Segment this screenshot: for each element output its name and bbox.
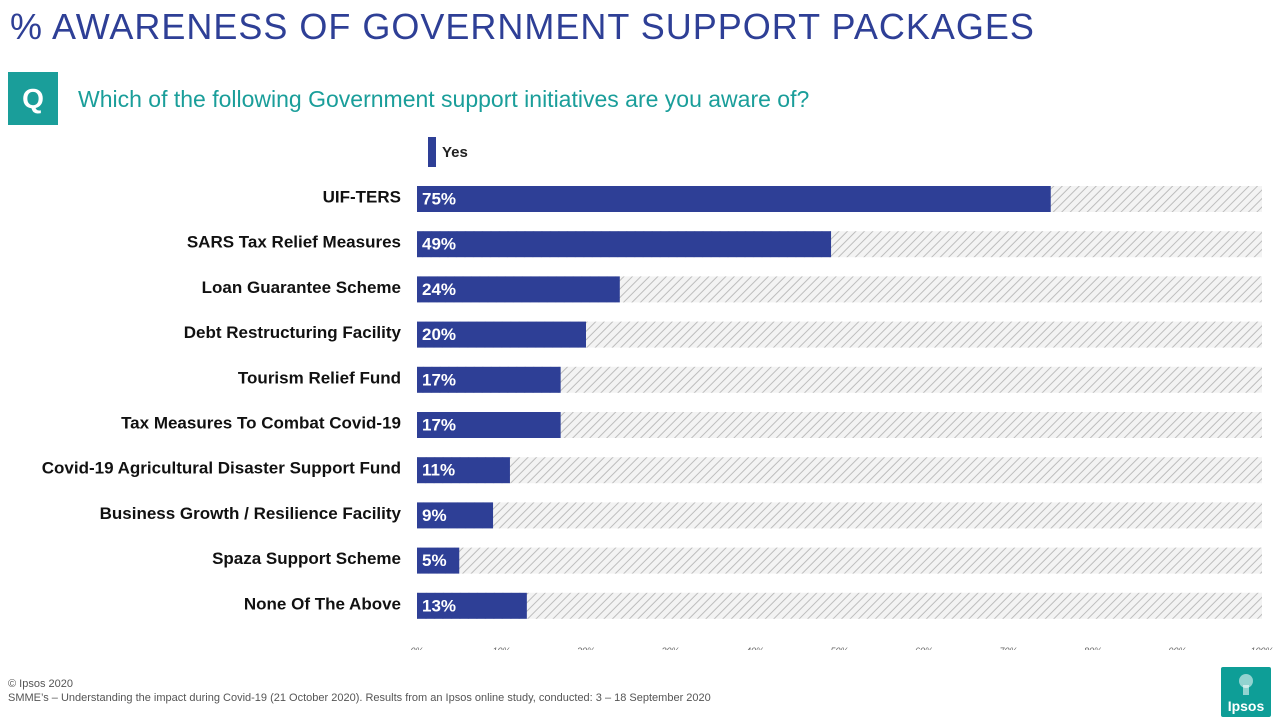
x-tick-label: 100% [1250, 646, 1273, 650]
bar-covid-19-agricultural-disaster-support-fund [417, 457, 510, 484]
chart-legend: Yes [428, 137, 468, 167]
x-tick-label: 10% [492, 646, 510, 650]
legend-swatch-yes [428, 137, 436, 167]
category-label-loan-guarantee-scheme: Loan Guarantee Scheme [202, 278, 401, 297]
x-tick-label: 20% [576, 646, 595, 650]
bar-debt-restructuring-facility [417, 321, 586, 348]
x-tick-label: 0% [410, 646, 423, 650]
bar-tax-measures-to-combat-covid-19 [417, 412, 561, 438]
category-label-uif-ters: UIF-TERS [323, 187, 401, 206]
bar-uif-ters [417, 186, 1051, 212]
x-tick-label: 60% [915, 646, 933, 650]
x-tick-label: 50% [830, 646, 848, 650]
awareness-bar-chart: UIF-TERS 75% SARS Tax Relief Measures 49% Lo… [42, 186, 1274, 650]
bar-spaza-support-scheme [417, 547, 460, 574]
data-label-uif-ters: 75% [422, 189, 456, 208]
question-badge: Q [8, 72, 58, 125]
data-label-covid-19-agricultural-disaster-support-fund: 11% [422, 461, 455, 480]
x-tick-label: 30% [661, 646, 679, 650]
bar-tourism-relief-fund [417, 366, 561, 393]
bar-none-of-the-above [417, 592, 527, 619]
x-tick-label: 40% [746, 646, 764, 650]
bar-business-growth-resilience-facility [417, 502, 494, 529]
logo-text: Ipsos [1227, 698, 1265, 714]
bar-background-none-of-the-above [417, 592, 1262, 619]
data-label-tax-measures-to-combat-covid-19: 17% [422, 415, 456, 434]
bar-background-spaza-support-scheme [417, 547, 1262, 574]
question-text: Which of the following Government suppor… [78, 86, 810, 112]
ipsos-logo: Ipsos [1221, 667, 1271, 717]
source-note: SMME’s – Understanding the impact during… [8, 692, 711, 704]
category-label-tax-measures-to-combat-covid-19: Tax Measures To Combat Covid-19 [121, 413, 401, 432]
category-label-debt-restructuring-facility: Debt Restructuring Facility [184, 323, 402, 342]
x-tick-label: 70% [999, 646, 1017, 650]
category-label-covid-19-agricultural-disaster-support-fund: Covid-19 Agricultural Disaster Support F… [42, 459, 401, 478]
bar-sars-tax-relief-measures [417, 231, 832, 258]
category-label-tourism-relief-fund: Tourism Relief Fund [238, 368, 401, 387]
category-label-business-growth-resilience-facility: Business Growth / Resilience Facility [100, 504, 402, 523]
category-label-none-of-the-above: None Of The Above [244, 594, 401, 613]
category-label-sars-tax-relief-measures: SARS Tax Relief Measures [187, 233, 401, 252]
footer: © Ipsos 2020 SMME’s – Understanding the … [8, 677, 711, 705]
data-label-business-growth-resilience-facility: 9% [422, 506, 447, 525]
data-label-spaza-support-scheme: 5% [422, 551, 447, 570]
data-label-debt-restructuring-facility: 20% [422, 325, 456, 344]
bar-background-business-growth-resilience-facility [417, 502, 1262, 529]
bar-background-covid-19-agricultural-disaster-support-fund [417, 457, 1262, 484]
page-title: % AWARENESS OF GOVERNMENT SUPPORT PACKAG… [10, 6, 1035, 47]
copyright-text: © Ipsos 2020 [8, 678, 73, 690]
legend-label-yes: Yes [442, 143, 468, 161]
bar-loan-guarantee-scheme [417, 276, 620, 303]
data-label-tourism-relief-fund: 17% [422, 370, 456, 389]
ipsos-logo-icon [1239, 674, 1253, 695]
data-label-none-of-the-above: 13% [422, 596, 456, 615]
x-tick-label: 80% [1084, 646, 1102, 650]
category-label-spaza-support-scheme: Spaza Support Scheme [212, 549, 401, 568]
data-label-loan-guarantee-scheme: 24% [422, 280, 456, 299]
data-label-sars-tax-relief-measures: 49% [422, 235, 456, 254]
x-tick-label: 90% [1168, 646, 1186, 650]
